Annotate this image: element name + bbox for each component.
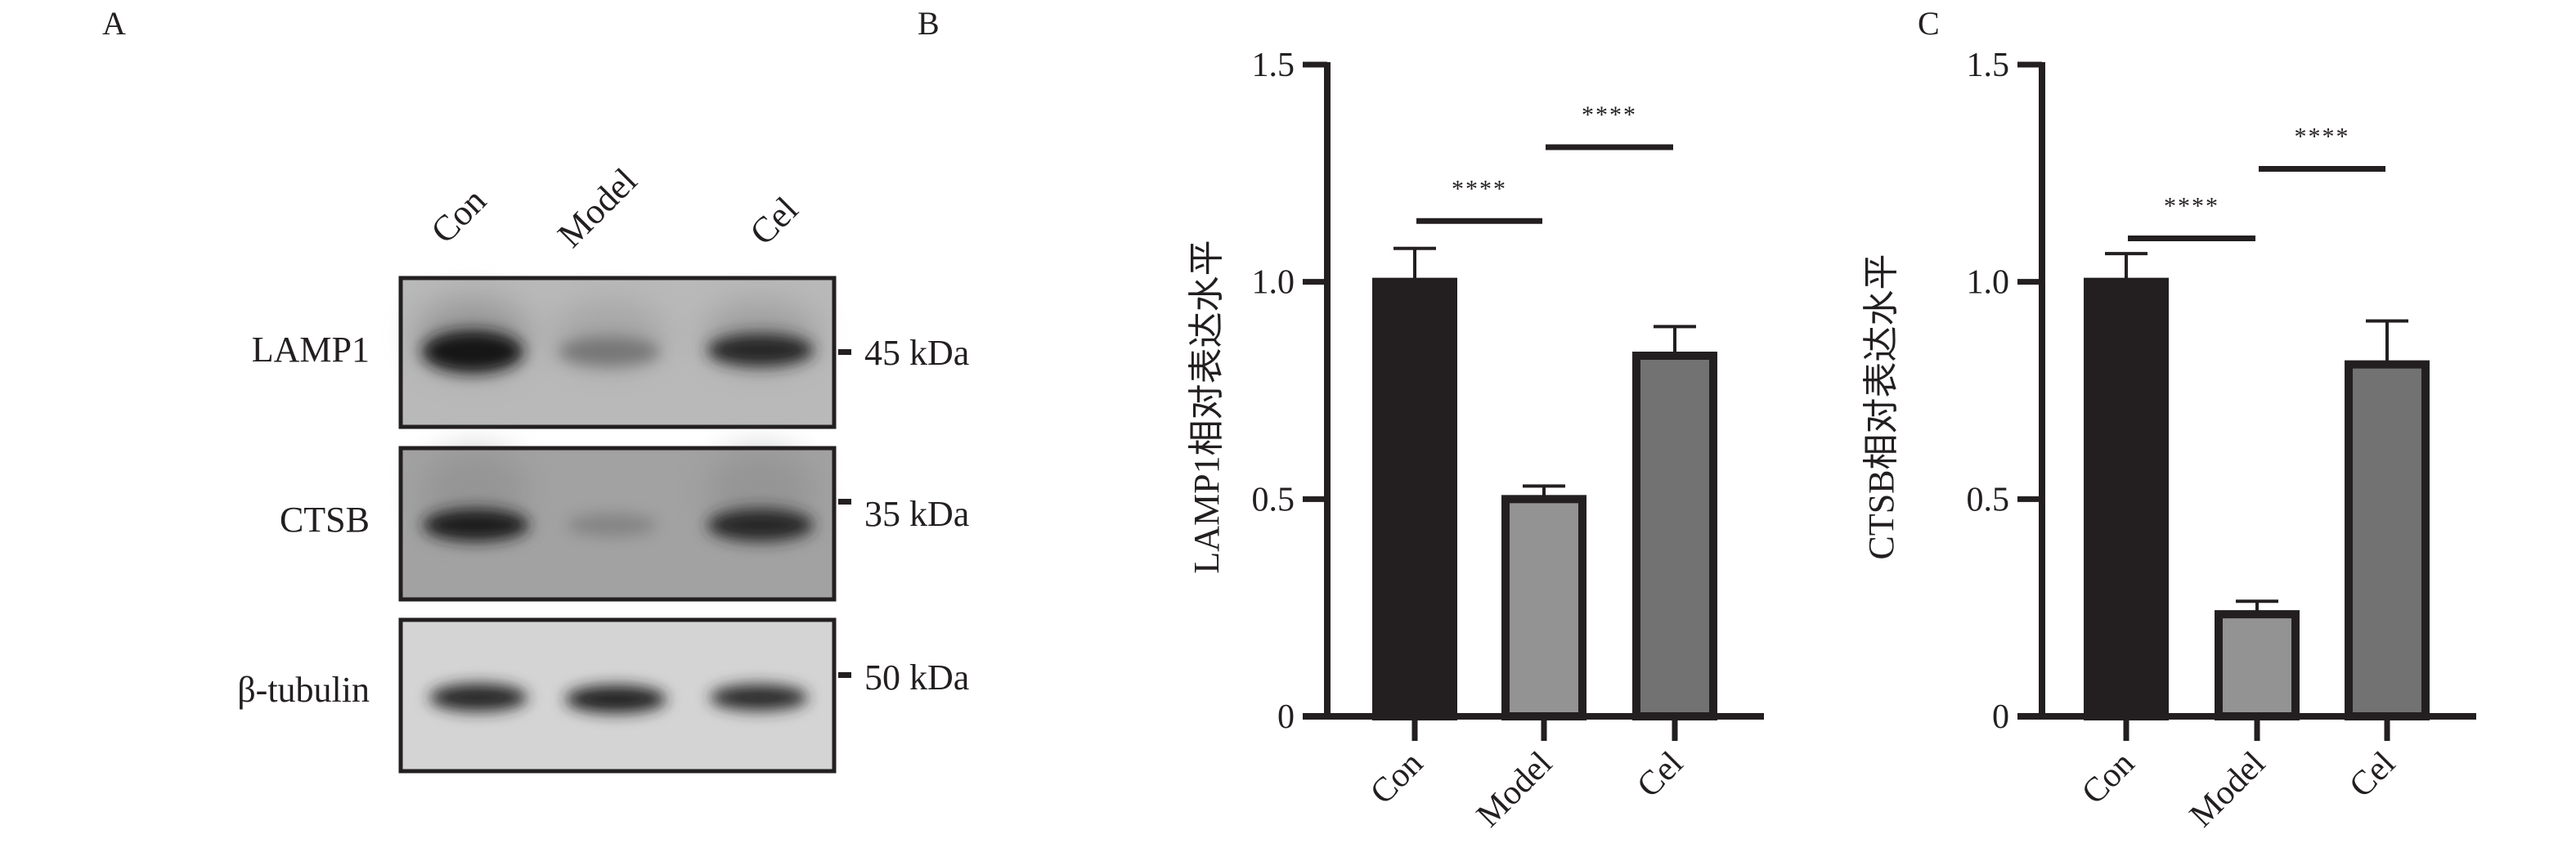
bar-cel — [1632, 351, 1717, 720]
marker-tick — [838, 499, 851, 505]
marker-tick — [838, 672, 851, 678]
x-tick-label: Cel — [1630, 745, 1690, 805]
row-label-lamp1: LAMP1 — [252, 330, 370, 370]
significance-label: **** — [2295, 123, 2350, 150]
significance-label: **** — [2164, 193, 2219, 220]
blot-panel-ctsb — [398, 446, 837, 602]
y-tick-label: 0.5 — [1252, 481, 1295, 518]
y-tick-label: 0 — [1992, 698, 2009, 736]
bar-con — [1372, 277, 1457, 720]
x-tick-label: Con — [2075, 745, 2142, 812]
lane-label-cel: Cel — [742, 189, 806, 253]
bar-chart-lamp1: Con Model Cel 0 0.5 1.0 1.5 LAMP1相对表达水平 **** **** — [1187, 47, 1764, 835]
marker-tick — [838, 349, 851, 355]
y-tick-label: 1.0 — [1252, 264, 1295, 302]
bar-con — [2084, 277, 2169, 720]
y-tick-label: 1.5 — [1252, 47, 1295, 84]
row-label-beta-tubulin: β-tubulin — [237, 670, 370, 710]
marker-label-45kda: 45 kDa — [864, 333, 969, 373]
panel-label-c: C — [1918, 5, 1940, 42]
marker-label-35kda: 35 kDa — [864, 494, 969, 534]
x-tick-label: Cel — [2342, 745, 2403, 805]
bar-chart-ctsb: Con Model Cel 0 0.5 1.0 1.5 CTSB相对表达水平 **** **** — [1861, 47, 2476, 835]
y-tick-label: 1.0 — [1967, 264, 2010, 302]
row-label-ctsb: CTSB — [280, 500, 370, 540]
x-tick-label: Model — [2183, 745, 2273, 835]
y-tick-label: 0.5 — [1967, 481, 2010, 518]
y-axis-label: CTSB相对表达水平 — [1861, 254, 1901, 559]
western-blot: Con Model Cel — [237, 160, 969, 774]
bar-cel — [2345, 360, 2430, 720]
panel-label-a: A — [102, 5, 126, 42]
bar-model — [1501, 495, 1586, 720]
lane-label-model: Model — [550, 160, 644, 255]
blot-panel-beta-tubulin — [398, 617, 837, 774]
panel-label-b: B — [918, 5, 940, 42]
bar-model — [2215, 610, 2300, 720]
lane-label-con: Con — [423, 181, 494, 252]
x-tick-label: Con — [1363, 745, 1430, 812]
blot-panel-lamp1 — [398, 276, 837, 429]
y-tick-label: 1.5 — [1967, 47, 2010, 84]
x-tick-label: Model — [1470, 745, 1560, 835]
significance-label: **** — [1582, 101, 1637, 128]
marker-label-50kda: 50 kDa — [864, 657, 969, 698]
significance-label: **** — [1452, 175, 1507, 202]
y-tick-label: 0 — [1277, 698, 1295, 736]
y-axis-label: LAMP1相对表达水平 — [1187, 240, 1227, 573]
